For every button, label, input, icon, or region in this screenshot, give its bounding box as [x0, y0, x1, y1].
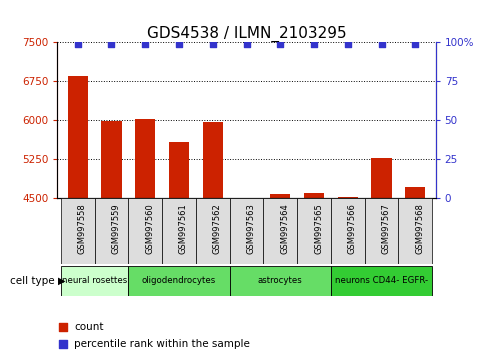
Point: [378, 41, 386, 47]
Text: GSM997561: GSM997561: [179, 204, 188, 254]
Point: [344, 41, 352, 47]
Point: [107, 41, 115, 47]
Text: GSM997558: GSM997558: [78, 204, 87, 254]
Bar: [331, 198, 365, 264]
Bar: [61, 198, 94, 264]
Bar: [196, 198, 230, 264]
Text: neural rosettes: neural rosettes: [62, 276, 127, 285]
Point: [294, 114, 302, 120]
Bar: [203, 122, 223, 198]
Text: GSM997564: GSM997564: [280, 204, 289, 254]
Bar: [230, 198, 263, 264]
Point: [243, 41, 250, 47]
Point: [209, 41, 217, 47]
Text: GSM997559: GSM997559: [111, 204, 120, 254]
Point: [276, 41, 284, 47]
Bar: [338, 197, 358, 198]
Text: GSM997567: GSM997567: [382, 204, 391, 255]
Bar: [365, 198, 399, 264]
Bar: [263, 198, 297, 264]
Text: GSM997560: GSM997560: [145, 204, 154, 254]
Text: GSM997568: GSM997568: [415, 204, 424, 255]
Point: [294, 274, 302, 279]
Text: cell type: cell type: [10, 275, 55, 286]
Text: GSM997566: GSM997566: [348, 204, 357, 255]
Bar: [94, 198, 128, 264]
Bar: [331, 266, 432, 296]
Bar: [399, 198, 432, 264]
Text: ▶: ▶: [58, 275, 66, 286]
Bar: [135, 119, 155, 198]
Bar: [230, 266, 331, 296]
Text: oligodendrocytes: oligodendrocytes: [142, 276, 216, 285]
Bar: [297, 198, 331, 264]
Bar: [270, 194, 290, 198]
Text: GSM997562: GSM997562: [213, 204, 222, 254]
Bar: [162, 198, 196, 264]
Bar: [67, 76, 88, 198]
Bar: [304, 193, 324, 198]
Bar: [61, 266, 128, 296]
Text: astrocytes: astrocytes: [258, 276, 303, 285]
Point: [310, 41, 318, 47]
Text: GSM997565: GSM997565: [314, 204, 323, 254]
Title: GDS4538 / ILMN_2103295: GDS4538 / ILMN_2103295: [147, 26, 346, 42]
Point: [411, 41, 419, 47]
Point: [175, 41, 183, 47]
Text: neurons CD44- EGFR-: neurons CD44- EGFR-: [335, 276, 428, 285]
Bar: [405, 187, 426, 198]
Bar: [101, 121, 122, 198]
Text: percentile rank within the sample: percentile rank within the sample: [74, 339, 250, 349]
Point: [141, 41, 149, 47]
Bar: [128, 266, 230, 296]
Text: GSM997563: GSM997563: [247, 204, 255, 255]
Bar: [169, 142, 189, 198]
Text: count: count: [74, 321, 104, 332]
Bar: [371, 158, 392, 198]
Bar: [128, 198, 162, 264]
Point: [74, 41, 82, 47]
